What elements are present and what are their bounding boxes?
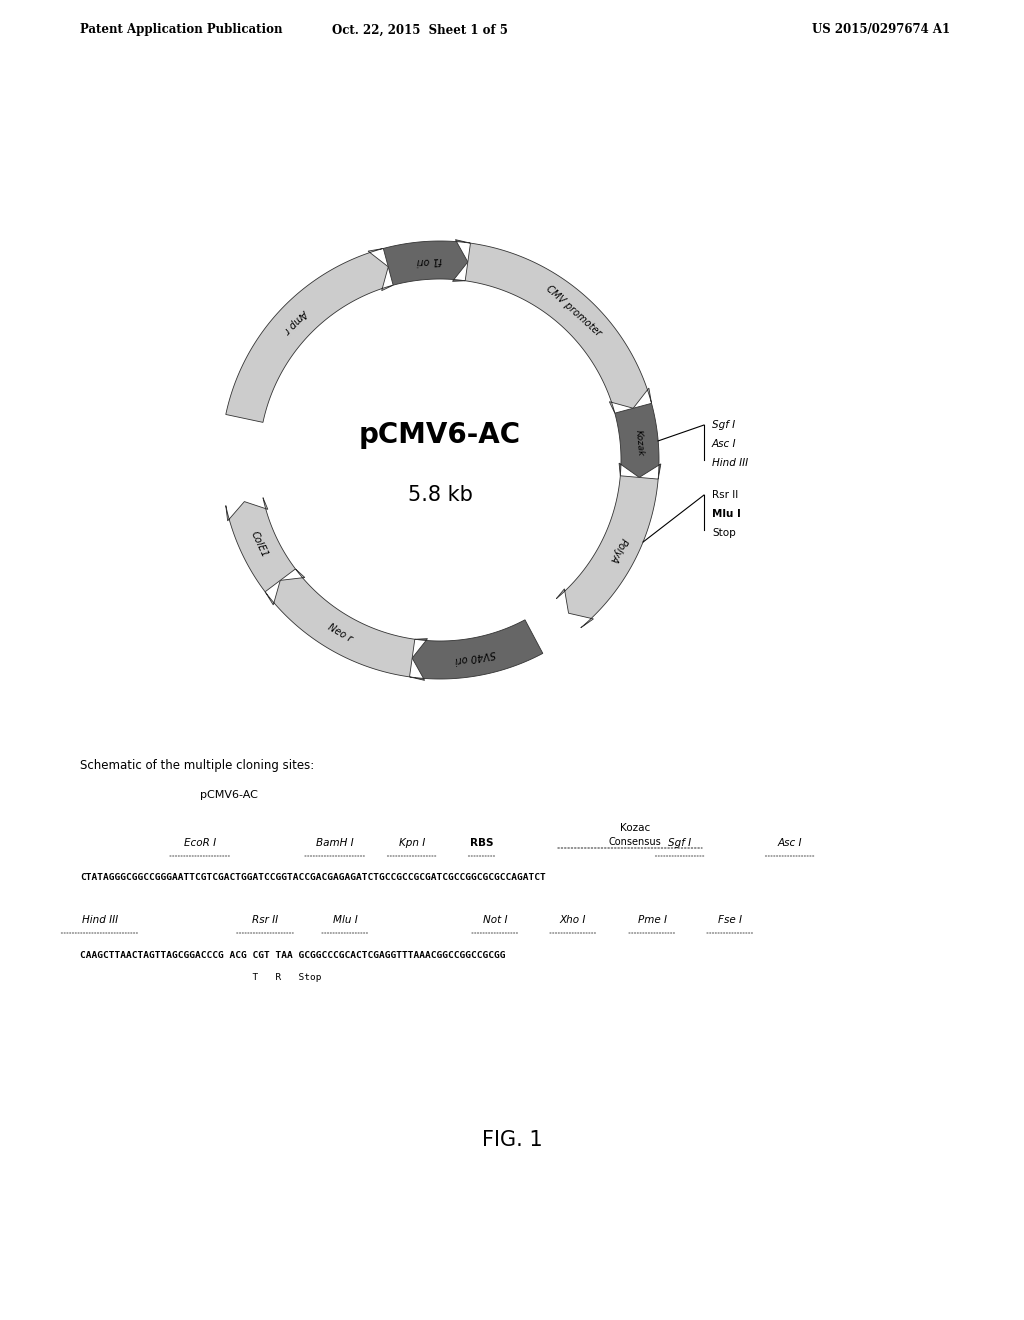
Text: pCMV6-AC: pCMV6-AC bbox=[200, 789, 258, 800]
Text: CAAGCTTAACTAGTTAGCGGACCCG ACG CGT TAA GCGGCCCGCACTCGAGGTTTAAACGGCCGGCCGCGG: CAAGCTTAACTAGTTAGCGGACCCG ACG CGT TAA GC… bbox=[80, 950, 506, 960]
Text: Stop: Stop bbox=[712, 528, 736, 539]
Text: Kozak: Kozak bbox=[634, 429, 645, 457]
Polygon shape bbox=[465, 243, 651, 413]
Text: T   R   Stop: T R Stop bbox=[80, 974, 322, 982]
Text: Kpn I: Kpn I bbox=[399, 838, 425, 847]
Text: PolyA: PolyA bbox=[607, 536, 629, 565]
Text: Rsr II: Rsr II bbox=[252, 915, 279, 925]
Text: Sgf I: Sgf I bbox=[712, 420, 735, 430]
Polygon shape bbox=[225, 498, 296, 591]
Text: Mlu I: Mlu I bbox=[712, 510, 741, 519]
Text: Fse I: Fse I bbox=[718, 915, 742, 925]
Text: FIG. 1: FIG. 1 bbox=[481, 1130, 543, 1150]
Text: Pme I: Pme I bbox=[638, 915, 667, 925]
Text: pCMV6-AC: pCMV6-AC bbox=[359, 421, 521, 449]
Text: EcoR I: EcoR I bbox=[184, 838, 216, 847]
Text: SV40 ori: SV40 ori bbox=[454, 648, 496, 665]
Text: CTATAGGGCGGCCGGGAATTCGTCGACTGGATCCGGTACCGACGAGAGATCTGCCGCCGCGATCGCCGGCGCGCCAGATC: CTATAGGGCGGCCGGGAATTCGTCGACTGGATCCGGTACC… bbox=[80, 874, 546, 883]
Text: BamH I: BamH I bbox=[316, 838, 354, 847]
Text: Patent Application Publication: Patent Application Publication bbox=[80, 24, 283, 37]
Polygon shape bbox=[383, 240, 470, 285]
Text: Oct. 22, 2015  Sheet 1 of 5: Oct. 22, 2015 Sheet 1 of 5 bbox=[332, 24, 508, 37]
Text: Xho I: Xho I bbox=[560, 915, 586, 925]
Text: ColE1: ColE1 bbox=[248, 529, 269, 560]
Text: Asc I: Asc I bbox=[778, 838, 802, 847]
Text: CMV promoter: CMV promoter bbox=[545, 284, 603, 339]
Text: Kozac: Kozac bbox=[620, 822, 650, 833]
Text: RBS: RBS bbox=[470, 838, 494, 847]
Text: Sgf I: Sgf I bbox=[669, 838, 691, 847]
Polygon shape bbox=[265, 569, 415, 677]
Text: Hind III: Hind III bbox=[82, 915, 118, 925]
Text: Hind III: Hind III bbox=[712, 458, 749, 469]
Text: US 2015/0297674 A1: US 2015/0297674 A1 bbox=[812, 24, 950, 37]
Text: Consensus: Consensus bbox=[608, 837, 662, 847]
Text: Asc I: Asc I bbox=[712, 440, 736, 449]
Text: Not I: Not I bbox=[482, 915, 507, 925]
Text: Mlu I: Mlu I bbox=[333, 915, 357, 925]
Polygon shape bbox=[614, 404, 660, 479]
Text: f1 ori: f1 ori bbox=[417, 255, 442, 265]
Polygon shape bbox=[410, 620, 543, 680]
Text: Rsr II: Rsr II bbox=[712, 490, 738, 500]
Text: Neo r: Neo r bbox=[326, 622, 354, 644]
Text: 5.8 kb: 5.8 kb bbox=[408, 484, 472, 506]
Polygon shape bbox=[225, 248, 393, 422]
Polygon shape bbox=[556, 475, 658, 628]
Text: Schematic of the multiple cloning sites:: Schematic of the multiple cloning sites: bbox=[80, 759, 314, 771]
Text: Amp r: Amp r bbox=[283, 308, 310, 335]
